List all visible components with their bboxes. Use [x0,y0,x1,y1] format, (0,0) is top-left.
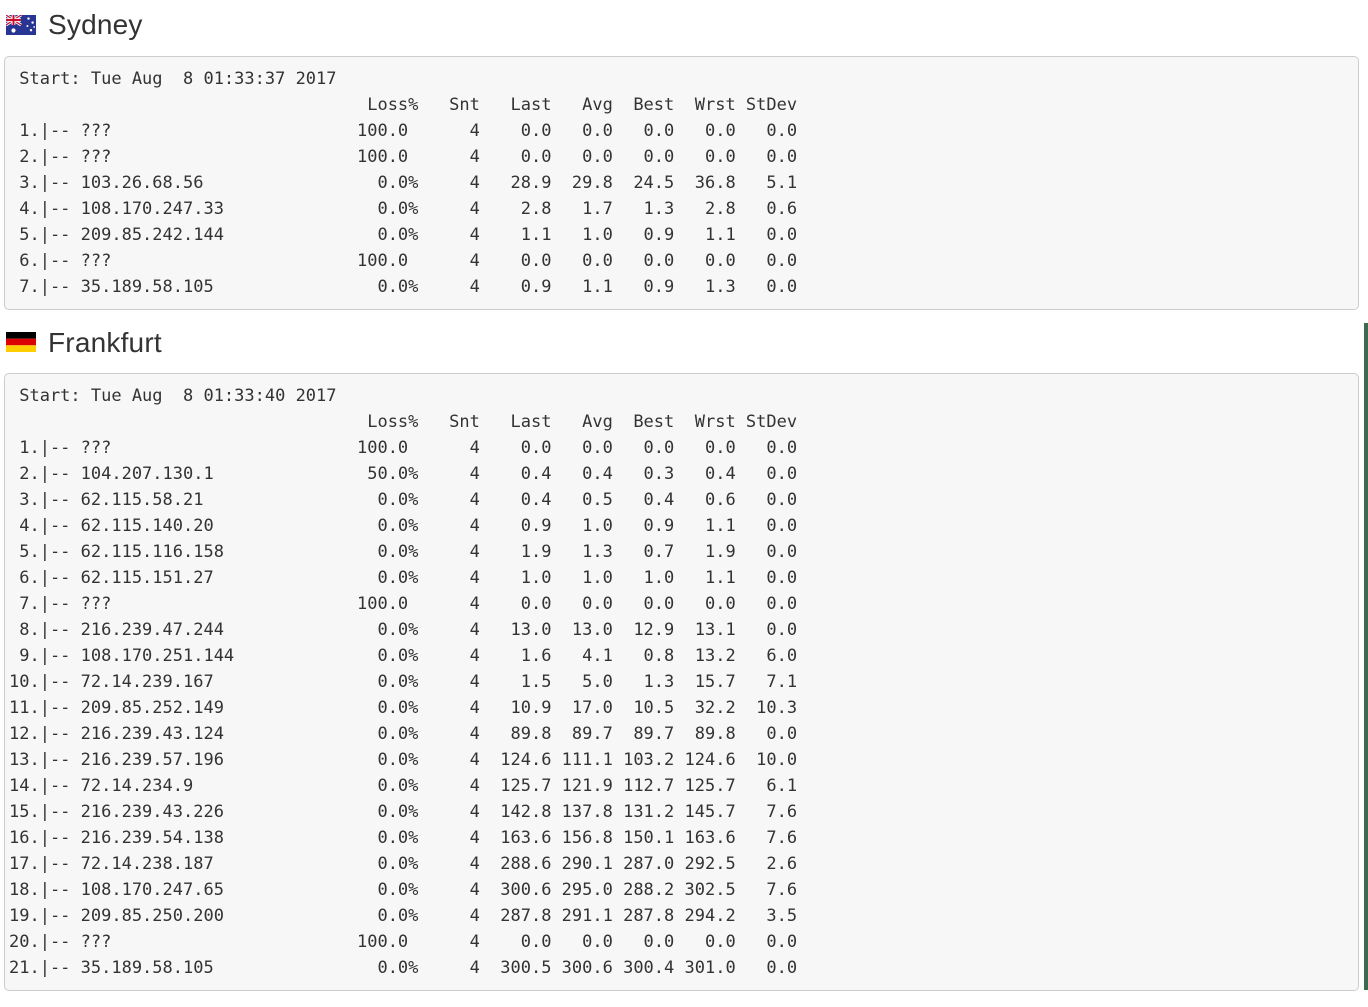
mtr-report-frankfurt: Start: Tue Aug 8 01:33:40 2017 Loss% Snt… [4,373,1359,992]
city-title: Frankfurt [48,326,162,358]
city-section: Frankfurt Start: Tue Aug 8 01:33:40 2017… [0,326,1368,992]
mtr-report-sydney: Start: Tue Aug 8 01:33:37 2017 Loss% Snt… [4,55,1359,310]
city-section: Sydney Start: Tue Aug 8 01:33:37 2017 Lo… [0,8,1368,310]
city-title: Sydney [48,9,143,40]
report-list: Sydney Start: Tue Aug 8 01:33:37 2017 Lo… [0,8,1368,992]
australia-flag-icon [6,14,36,35]
city-heading: Frankfurt [6,326,1368,360]
germany-flag-icon [6,332,36,353]
city-heading: Sydney [6,8,1368,42]
scrollbar-thumb[interactable] [1364,323,1368,990]
